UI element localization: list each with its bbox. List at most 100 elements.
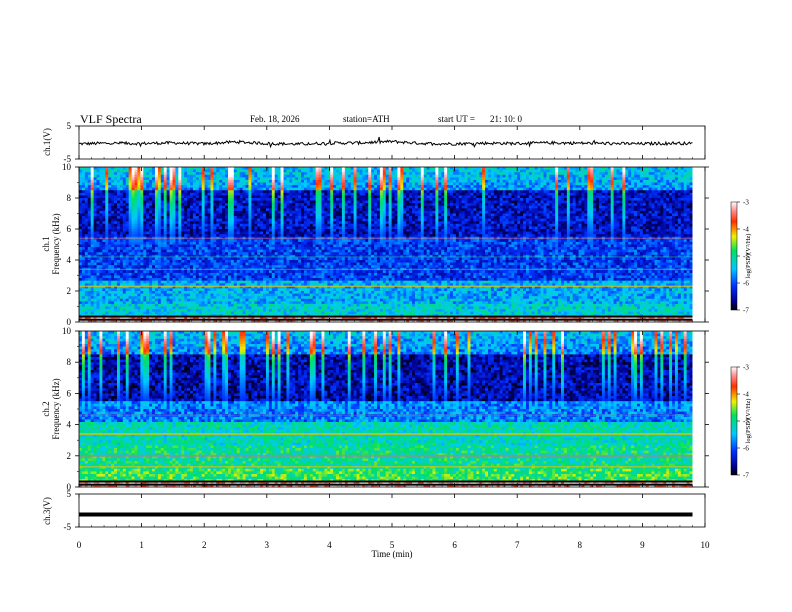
spectrogram-cell [324, 190, 328, 194]
spectrogram-cell [631, 203, 635, 207]
spectrogram-cell [417, 200, 422, 204]
spectrogram-cell [423, 213, 428, 217]
spectrogram-cell [406, 182, 410, 186]
spectrogram-cell [447, 182, 451, 186]
spectrogram-cell [458, 223, 463, 227]
spectrogram-cell [350, 192, 354, 196]
spectrogram-cell [379, 198, 384, 201]
spectrogram-cell [482, 210, 486, 214]
spectrogram-cell [149, 167, 153, 170]
spectrogram-cell [143, 182, 147, 186]
spectrogram-cell [566, 177, 571, 181]
spectrogram-cell [143, 187, 147, 191]
spectrogram-cell [257, 174, 261, 178]
spectrogram-cell [531, 221, 536, 225]
spectrogram-cell [496, 216, 501, 220]
spectrogram-cell [265, 187, 270, 191]
spectrogram-cell [210, 190, 214, 194]
spectrogram-cell [114, 203, 118, 207]
spectrogram-cell [125, 205, 130, 209]
spectrogram-cell [409, 205, 413, 209]
spectrogram-cell [677, 169, 682, 173]
spectrogram-cell [233, 213, 238, 217]
spectrogram-cell [680, 190, 685, 194]
spectrogram-cell [134, 210, 138, 214]
spectrogram-cell [371, 221, 375, 225]
spectrogram-cell [201, 205, 206, 209]
spectrogram-cell [485, 182, 489, 186]
spectrogram-cell [359, 179, 363, 183]
spectrogram-cell [96, 221, 100, 225]
spectrogram-cell [505, 208, 509, 212]
spectrogram-cell [569, 200, 574, 204]
spectrogram-cell [227, 185, 232, 189]
spectrogram-cell [143, 198, 147, 201]
spectrogram-cell [628, 216, 632, 220]
spectrogram-cell [172, 218, 176, 222]
spectrogram-cell [490, 205, 495, 209]
spectrogram-cell [312, 205, 317, 209]
spectrogram-cell [660, 218, 664, 222]
spectrogram-cell [239, 195, 243, 199]
spectrogram-cell [642, 169, 647, 173]
spectrogram-cell [648, 208, 652, 212]
spectrogram-cell [403, 203, 407, 207]
spectrogram-cell [572, 213, 577, 217]
spectrogram-cell [336, 185, 340, 189]
spectrogram-cell [450, 218, 454, 222]
spectrogram-cell [274, 210, 279, 214]
spectrogram-cell [190, 192, 194, 196]
spectrogram-cell [222, 190, 226, 194]
spectrogram-cell [391, 198, 395, 201]
spectrogram-cell [561, 223, 565, 227]
spectrogram-cell [461, 213, 466, 217]
spectrogram-cell [490, 195, 495, 199]
spectrogram-cell [146, 177, 150, 181]
spectrogram-cell [143, 174, 147, 178]
spectrogram-cell [502, 208, 506, 212]
spectrogram-cell [525, 179, 530, 183]
spectrogram-cell [336, 216, 340, 220]
spectrogram-cell [508, 179, 512, 183]
spectrogram-cell [636, 200, 641, 204]
spectrogram-cell [137, 200, 141, 204]
spectrogram-cell [423, 177, 428, 181]
spectrogram-cell [306, 174, 311, 178]
spectrogram-cell [412, 226, 416, 230]
spectrogram-cell [119, 195, 124, 199]
spectrogram-cell [680, 205, 685, 209]
spectrogram-cell [511, 203, 515, 207]
spectrogram-cell [274, 167, 279, 170]
spectrogram-cell [353, 223, 357, 227]
spectrogram-cell [689, 218, 693, 222]
spectrogram-cell [324, 177, 328, 181]
spectrogram-cell [429, 177, 433, 181]
spectrogram-cell [216, 226, 220, 230]
spectrogram-cell [604, 179, 609, 183]
spectrogram-cell [648, 172, 652, 176]
spectrogram-cell [163, 169, 168, 173]
spectrogram-cell [230, 205, 235, 209]
spectrogram-cell [689, 190, 693, 194]
spectrogram-cell [672, 216, 676, 220]
spectrogram-cell [412, 208, 416, 212]
spectrogram-cell [125, 226, 130, 230]
spectrogram-cell [619, 167, 623, 170]
spectrogram-cell [230, 192, 235, 196]
spectrogram-cell [347, 200, 352, 204]
spectrogram-cell [672, 192, 676, 196]
spectrogram-cell [146, 172, 150, 176]
spectrogram-cell [309, 179, 314, 183]
spectrogram-cell [111, 167, 115, 170]
spectrogram-cell [625, 190, 629, 194]
spectrogram-cell [105, 177, 109, 181]
spectrogram-cell [689, 210, 693, 214]
spectrogram-cell [435, 203, 439, 207]
spectrogram-cell [190, 167, 194, 170]
spectrogram-cell [502, 226, 506, 230]
spectrogram-cell [81, 187, 86, 191]
spectrogram-cell [102, 192, 106, 196]
spectrogram-cell [409, 179, 413, 183]
spectrogram-cell [479, 221, 483, 225]
spectrogram-cell [549, 167, 553, 170]
